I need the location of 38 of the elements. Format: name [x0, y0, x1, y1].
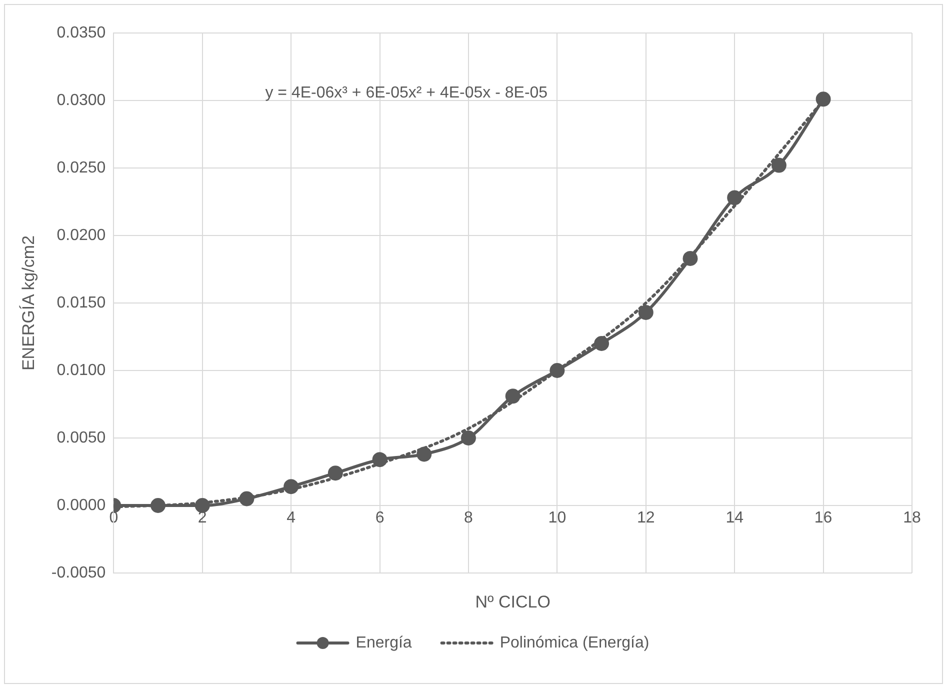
point [372, 452, 388, 468]
y-tick-label: 0.0100 [56, 362, 106, 379]
y-tick-label: 0.0050 [56, 429, 106, 446]
y-tick-label: 0.0350 [56, 24, 106, 42]
legend-label: Energía [356, 634, 412, 652]
point [638, 304, 654, 320]
y-tick-label: 0.0250 [56, 159, 106, 176]
point [727, 190, 742, 206]
x-tick-label: 16 [814, 510, 832, 527]
x-tick-label: 8 [464, 510, 474, 527]
point [682, 250, 698, 266]
x-tick-label: 12 [636, 510, 655, 527]
point [594, 336, 610, 351]
point [816, 92, 831, 107]
y-tick-label: 0.0200 [56, 226, 106, 244]
x-tick-label: 6 [375, 510, 384, 527]
y-tick-label: 0.0300 [56, 92, 106, 109]
y-tick-label: 0.0000 [56, 496, 106, 514]
point [505, 388, 520, 404]
point [771, 158, 786, 173]
x-tick-label: 10 [548, 510, 566, 527]
point [194, 498, 210, 513]
y-tick-label: 0.0150 [56, 294, 106, 312]
point [150, 498, 166, 513]
x-tick-label: 14 [726, 510, 744, 527]
point [284, 479, 299, 494]
y-tick-label: -0.0050 [51, 564, 106, 582]
point [328, 466, 343, 481]
x-tick-label: 18 [903, 510, 921, 527]
legend-label: Polinómica (Energía) [500, 634, 650, 652]
point [550, 363, 565, 378]
point [460, 430, 476, 446]
y-axis-title: ENERGÍA kg/cm2 [18, 235, 38, 371]
x-tick-label: 4 [286, 510, 296, 527]
point [416, 446, 432, 462]
x-axis-title: Nº CICLO [475, 592, 550, 612]
point [239, 491, 254, 506]
annotation: y = 4E-06x³ + 6E-05x² + 4E-05x - 8E-05 [265, 84, 548, 102]
